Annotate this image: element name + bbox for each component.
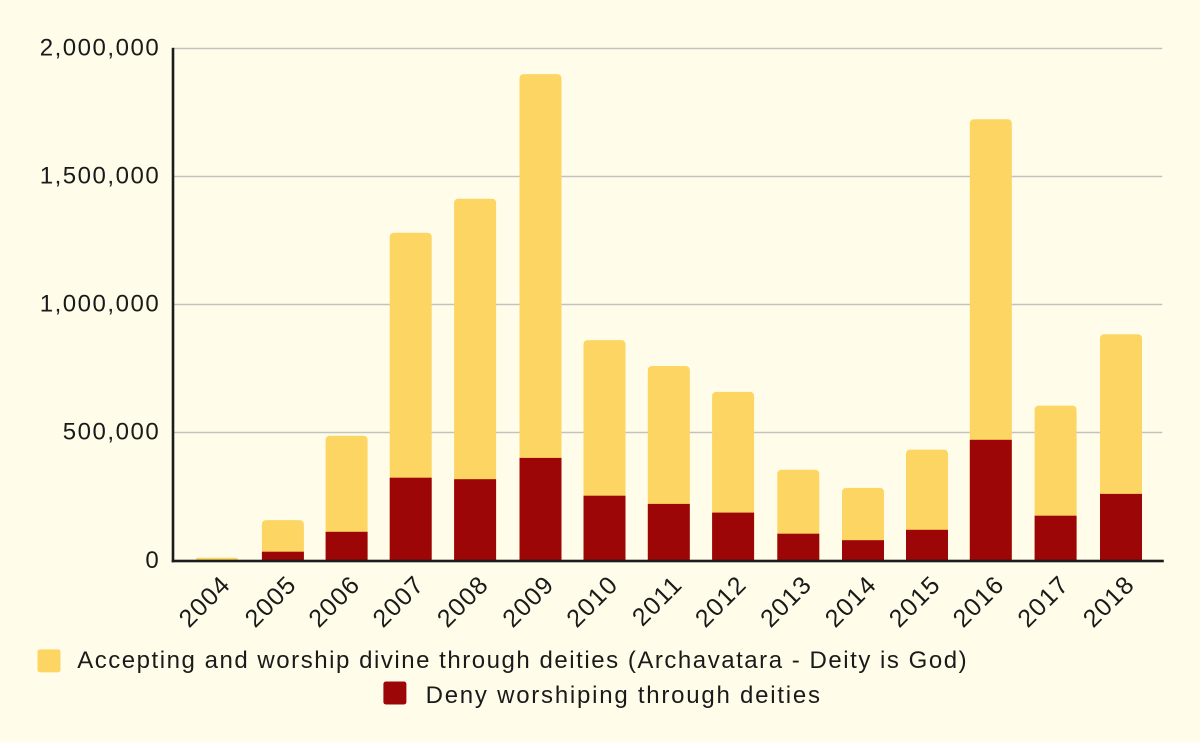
svg-text:2,000,000: 2,000,000 xyxy=(40,34,159,61)
svg-text:Accepting and worship divine t: Accepting and worship divine through dei… xyxy=(77,647,966,674)
svg-text:0: 0 xyxy=(145,547,158,574)
svg-text:Deny worshiping through deitie: Deny worshiping through deities xyxy=(426,682,820,709)
svg-text:1,500,000: 1,500,000 xyxy=(40,162,159,189)
svg-text:1,000,000: 1,000,000 xyxy=(40,290,159,317)
svg-text:500,000: 500,000 xyxy=(63,418,159,445)
